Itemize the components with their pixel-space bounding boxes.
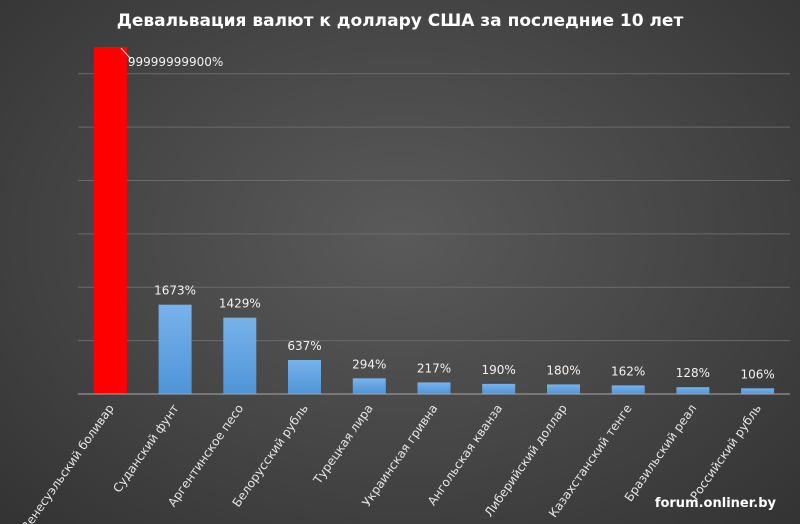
category-label: Российский рубль xyxy=(687,402,764,503)
data-label: 1673% xyxy=(154,284,196,298)
data-label: 190% xyxy=(482,363,516,377)
bar xyxy=(93,47,127,394)
bar xyxy=(223,317,257,394)
bar xyxy=(417,382,451,394)
category-label: Белорусский рубль xyxy=(229,402,310,510)
bar xyxy=(352,378,386,394)
chart-title: Девальвация валют к доллару США за после… xyxy=(117,11,684,31)
category-label: Турецкая лира xyxy=(310,402,376,488)
data-label: 294% xyxy=(352,357,386,371)
category-label: Суданский фунт xyxy=(110,402,181,496)
bars xyxy=(93,47,775,394)
watermark: forum.onliner.by xyxy=(655,496,777,511)
bar xyxy=(158,304,192,394)
gridlines xyxy=(78,73,790,342)
data-label: 99999999900% xyxy=(128,55,223,69)
leader-line xyxy=(120,47,132,60)
data-label: 217% xyxy=(417,361,451,375)
bar xyxy=(676,387,710,394)
bar xyxy=(288,360,321,394)
category-label: Бразильский реал xyxy=(622,402,700,505)
data-label: 128% xyxy=(676,366,710,380)
data-label: 162% xyxy=(611,364,645,378)
category-label: Аргентинское песо xyxy=(165,402,246,510)
bar xyxy=(547,384,580,394)
data-label: 1429% xyxy=(219,297,261,311)
category-label: Украинская гривна xyxy=(359,402,440,509)
bar xyxy=(611,385,645,394)
category-label: Ангольская кванза xyxy=(425,402,505,508)
data-label: 106% xyxy=(740,367,774,381)
data-label: 637% xyxy=(287,339,321,353)
bar xyxy=(741,388,775,394)
data-label: 180% xyxy=(546,363,580,377)
bar xyxy=(482,383,516,394)
data-labels: 99999999900% 1673% 1429% 637% 294% 217% 190% 18… xyxy=(120,47,775,381)
category-label: Венесуэльский боливар xyxy=(19,402,117,524)
